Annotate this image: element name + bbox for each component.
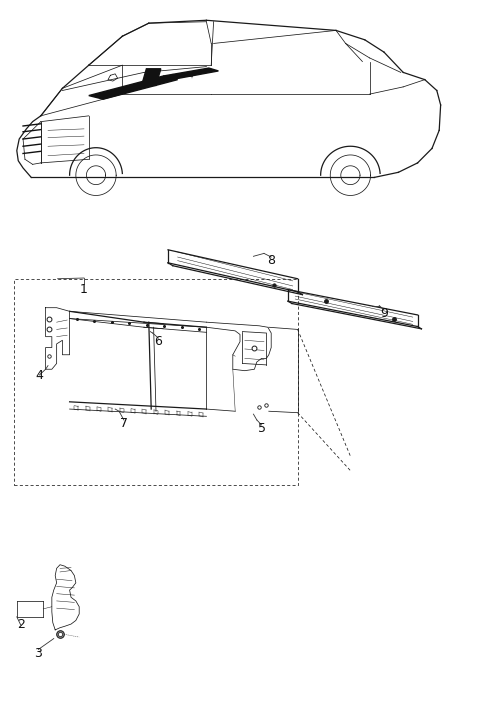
Text: 6: 6 [155,335,162,348]
Text: 1: 1 [80,283,88,296]
Polygon shape [163,68,218,79]
Polygon shape [89,76,178,99]
Text: 4: 4 [36,369,43,382]
Text: 7: 7 [120,417,128,430]
Polygon shape [142,69,161,85]
Text: 8: 8 [267,254,275,267]
Text: 3: 3 [35,647,42,660]
Text: 9: 9 [380,307,388,320]
Text: 5: 5 [258,422,265,435]
Text: 2: 2 [17,618,24,631]
